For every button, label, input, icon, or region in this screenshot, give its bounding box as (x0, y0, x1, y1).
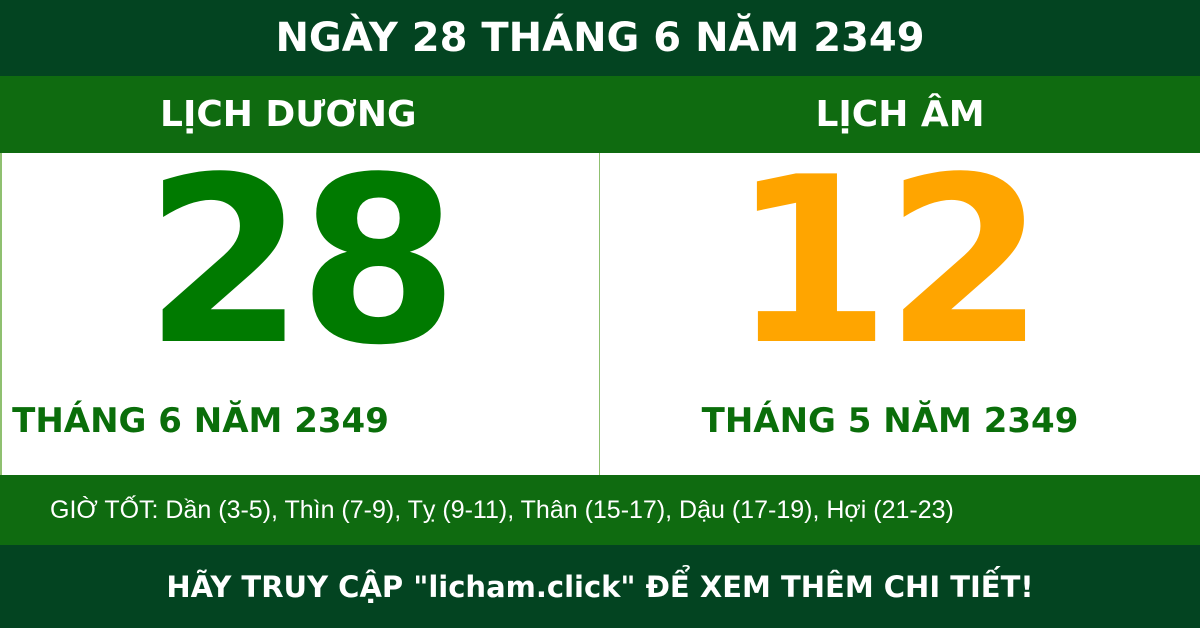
solar-day: 28 (144, 129, 458, 396)
good-hours: GIỜ TỐT: Dần (3-5), Thìn (7-9), Tỵ (9-11… (0, 475, 1200, 545)
lunar-panel: 12 THÁNG 5 NĂM 2349 (600, 148, 1200, 475)
solar-panel: 28 THÁNG 6 NĂM 2349 (0, 129, 600, 475)
lunar-month-year: THÁNG 5 NĂM 2349 (701, 401, 1079, 441)
page-title: NGÀY 28 THÁNG 6 NĂM 2349 (0, 0, 1200, 76)
calendar-body: 28 THÁNG 6 NĂM 2349 12 THÁNG 5 NĂM 2349 (0, 129, 1200, 475)
calendar-headers: LỊCH DƯƠNG LỊCH ÂM (0, 76, 1200, 153)
solar-month-year: THÁNG 6 NĂM 2349 (12, 401, 389, 441)
footer-cta: HÃY TRUY CẬP "licham.click" ĐỂ XEM THÊM … (0, 545, 1200, 628)
lunar-day: 12 (730, 129, 1045, 396)
lunar-heading: LỊCH ÂM (815, 94, 985, 135)
solar-heading: LỊCH DƯƠNG (160, 94, 417, 135)
